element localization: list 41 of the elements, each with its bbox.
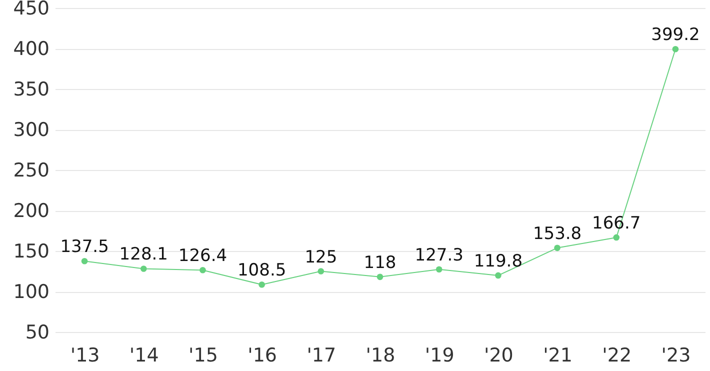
y-tick-label: 450	[13, 0, 50, 20]
x-tick-label: '15	[188, 344, 218, 366]
data-label: 127.3	[414, 245, 464, 266]
x-tick-label: '16	[248, 344, 278, 366]
point	[140, 266, 147, 272]
y-tick-label: 400	[13, 38, 50, 60]
data-label: 153.8	[532, 224, 582, 244]
y-tick-label: 150	[13, 240, 50, 262]
data-label: 128.1	[119, 244, 168, 265]
x-tick-label: '14	[129, 344, 159, 366]
point	[258, 281, 265, 288]
x-tick-label: '22	[602, 344, 632, 366]
x-tick-label: '13	[70, 344, 100, 366]
point	[318, 268, 324, 274]
point	[436, 266, 442, 273]
x-tick-label: '20	[484, 344, 514, 366]
point	[672, 46, 679, 52]
point	[376, 274, 384, 280]
y-tick-label: 250	[13, 160, 50, 182]
point	[495, 272, 502, 279]
y-tick-label: 100	[13, 281, 50, 303]
x-tick-label: '19	[424, 344, 454, 366]
point	[554, 244, 560, 252]
y-tick-label: 300	[13, 119, 50, 141]
data-label: 126.4	[178, 246, 228, 266]
point	[200, 266, 206, 274]
x-tick-label: '17	[306, 344, 336, 366]
data-label: 118	[364, 252, 396, 273]
y-tick-label: 350	[13, 78, 50, 100]
point	[81, 258, 88, 264]
data-label: 119.8	[474, 251, 523, 272]
data-label: 125	[304, 247, 338, 268]
point	[613, 234, 620, 241]
data-label: 137.5	[60, 237, 109, 258]
x-tick-label: '21	[543, 344, 572, 366]
data-label: 108.5	[237, 260, 286, 281]
x-tick-label: '18	[366, 344, 396, 366]
y-tick-label: 200	[13, 200, 50, 222]
y-tick-label: 50	[25, 322, 50, 344]
data-label: 399.2	[651, 25, 700, 46]
x-tick-label: '23	[661, 344, 691, 366]
